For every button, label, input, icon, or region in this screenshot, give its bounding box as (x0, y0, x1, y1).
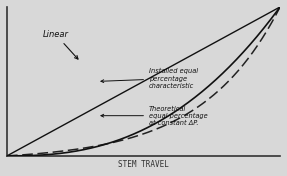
Text: Theoretical
equal percentage
at constant ΔP.: Theoretical equal percentage at constant… (101, 106, 208, 126)
Text: Installed equal
percentage
characteristic: Installed equal percentage characteristi… (101, 68, 198, 89)
X-axis label: STEM TRAVEL: STEM TRAVEL (118, 160, 169, 169)
Text: Linear: Linear (42, 30, 78, 59)
